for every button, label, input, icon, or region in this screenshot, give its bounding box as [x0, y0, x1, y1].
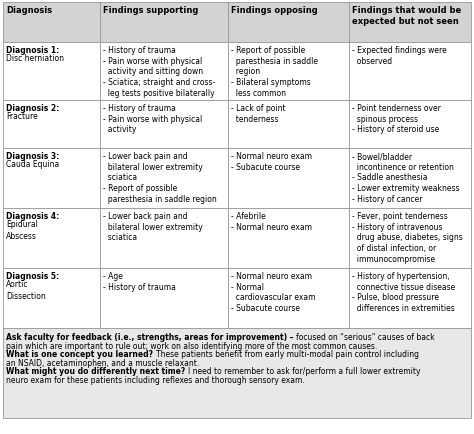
Bar [3, 101, 100, 149]
Bar [3, 3, 100, 43]
Bar [3, 208, 100, 268]
Bar [228, 268, 349, 328]
Text: pain which are important to rule out; work on also identifying more of the most : pain which are important to rule out; wo… [6, 341, 377, 350]
Text: - Afebrile
- Normal neuro exam: - Afebrile - Normal neuro exam [231, 211, 312, 231]
Bar [100, 43, 228, 101]
Text: - Point tenderness over
  spinous process
- History of steroid use: - Point tenderness over spinous process … [352, 104, 441, 134]
Bar [3, 268, 100, 328]
Text: Cauda Equina: Cauda Equina [6, 160, 59, 169]
Bar [349, 3, 471, 43]
Text: Diagnosis: Diagnosis [6, 6, 52, 15]
Text: Epidural
Abscess: Epidural Abscess [6, 220, 38, 240]
Bar [228, 3, 349, 43]
Bar [349, 268, 471, 328]
Bar [3, 43, 100, 101]
Bar [228, 149, 349, 208]
Text: - History of trauma
- Pain worse with physical
  activity: - History of trauma - Pain worse with ph… [103, 104, 202, 134]
Text: - Age
- History of trauma: - Age - History of trauma [103, 271, 176, 291]
Bar [100, 208, 228, 268]
Text: - Fever, point tenderness
- History of intravenous
  drug abuse, diabetes, signs: - Fever, point tenderness - History of i… [352, 211, 463, 263]
Text: Findings that would be
expected but not seen: Findings that would be expected but not … [352, 6, 461, 26]
Text: Diagnosis 3:: Diagnosis 3: [6, 151, 59, 161]
Text: Diagnosis 5:: Diagnosis 5: [6, 271, 59, 280]
Text: Aortic
Dissection: Aortic Dissection [6, 280, 46, 300]
Text: I need to remember to ask for/perform a full lower extremity: I need to remember to ask for/perform a … [188, 366, 420, 375]
Bar [228, 208, 349, 268]
Bar [349, 208, 471, 268]
Text: These patients benefit from early multi-modal pain control including: These patients benefit from early multi-… [155, 349, 419, 358]
Bar [100, 149, 228, 208]
Text: What might you do differently next time?: What might you do differently next time? [6, 366, 188, 375]
Text: Findings opposing: Findings opposing [231, 6, 318, 15]
Text: Diagnosis 4:: Diagnosis 4: [6, 211, 59, 220]
Text: - Lower back pain and
  bilateral lower extremity
  sciatica
- Report of possibl: - Lower back pain and bilateral lower ex… [103, 151, 217, 204]
Bar [228, 43, 349, 101]
Text: - History of trauma
- Pain worse with physical
  activity and sitting down
- Sci: - History of trauma - Pain worse with ph… [103, 46, 215, 98]
Text: - Bowel/bladder
  incontinence or retention
- Saddle anesthesia
- Lower extremit: - Bowel/bladder incontinence or retentio… [352, 151, 459, 204]
Text: - Expected findings were
  observed: - Expected findings were observed [352, 46, 447, 66]
Bar [100, 101, 228, 149]
Text: Diagnosis 1:: Diagnosis 1: [6, 46, 59, 55]
Bar [3, 149, 100, 208]
Text: - Normal neuro exam
- Normal
  cardiovascular exam
- Subacute course: - Normal neuro exam - Normal cardiovascu… [231, 271, 316, 312]
Text: - Report of possible
  paresthesia in saddle
  region
- Bilateral symptoms
  les: - Report of possible paresthesia in sadd… [231, 46, 318, 98]
Text: Diagnosis 2:: Diagnosis 2: [6, 104, 59, 113]
Bar [228, 101, 349, 149]
Bar [100, 3, 228, 43]
Text: - Lower back pain and
  bilateral lower extremity
  sciatica: - Lower back pain and bilateral lower ex… [103, 211, 203, 242]
Text: an NSAID, acetaminophen, and a muscle relaxant.: an NSAID, acetaminophen, and a muscle re… [6, 358, 199, 367]
Text: - Normal neuro exam
- Subacute course: - Normal neuro exam - Subacute course [231, 151, 312, 171]
Text: - History of hypertension,
  connective tissue disease
- Pulse, blood pressure
 : - History of hypertension, connective ti… [352, 271, 455, 312]
Text: Fracture: Fracture [6, 112, 38, 121]
Bar [349, 43, 471, 101]
Bar [349, 101, 471, 149]
Text: focused on “serious” causes of back: focused on “serious” causes of back [296, 332, 435, 341]
Text: What is one concept you learned?: What is one concept you learned? [6, 349, 155, 358]
Bar [349, 149, 471, 208]
Bar [3, 328, 471, 418]
Bar [100, 268, 228, 328]
Text: Disc herniation: Disc herniation [6, 54, 64, 63]
Text: neuro exam for these patients including reflexes and thorough sensory exam.: neuro exam for these patients including … [6, 375, 305, 384]
Text: Ask faculty for feedback (i.e., strengths, areas for improvement) –: Ask faculty for feedback (i.e., strength… [6, 332, 296, 341]
Text: - Lack of point
  tenderness: - Lack of point tenderness [231, 104, 286, 123]
Text: Findings supporting: Findings supporting [103, 6, 199, 15]
